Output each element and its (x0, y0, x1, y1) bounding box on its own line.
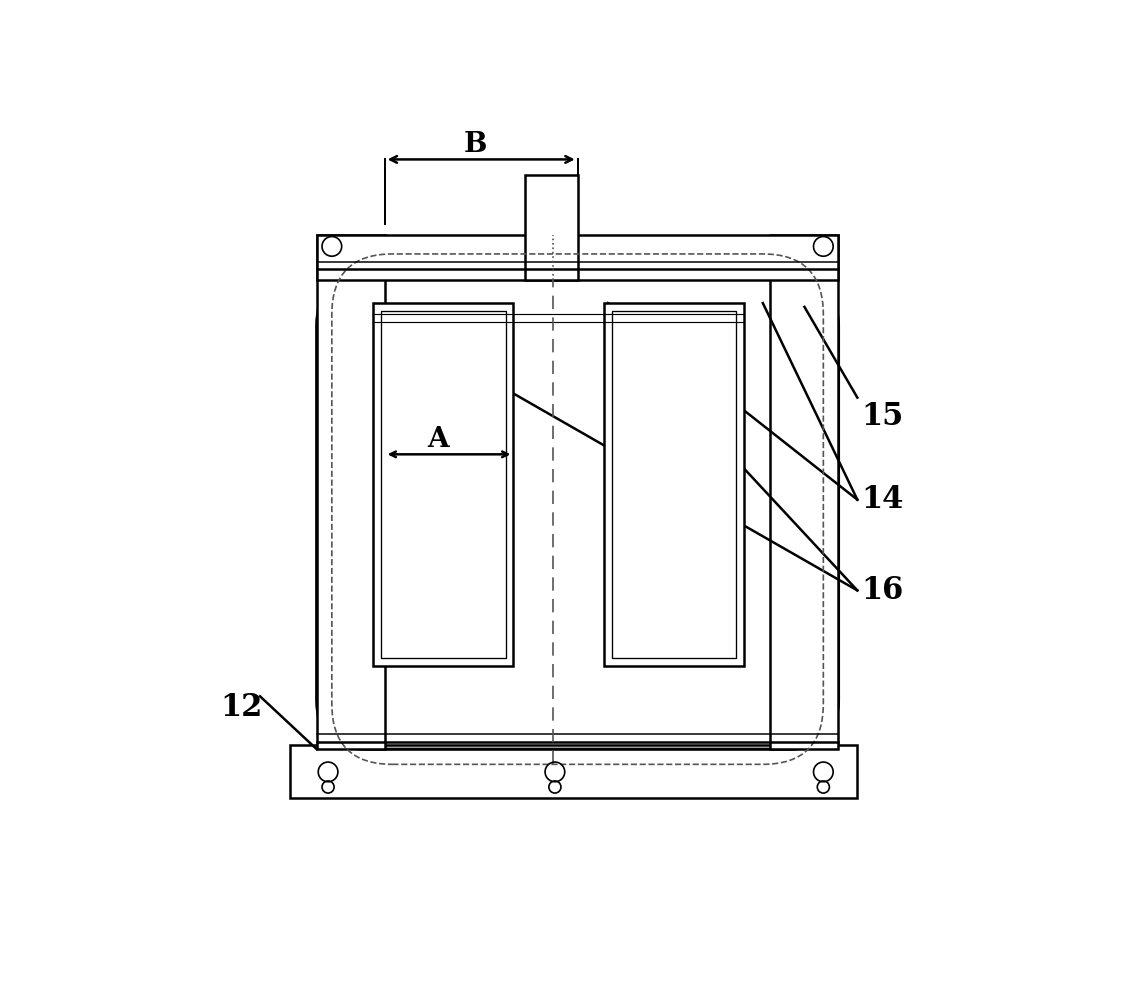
Bar (373, 303, 513, 666)
Text: 16: 16 (861, 574, 904, 606)
Text: 12: 12 (220, 692, 263, 723)
Bar (525, 175, 577, 281)
Bar (317, 235, 384, 749)
Bar (771, 235, 838, 749)
Text: 14: 14 (861, 484, 904, 516)
Bar (612, 310, 736, 659)
Text: 15: 15 (861, 401, 904, 432)
Text: B: B (464, 131, 487, 158)
Bar (604, 303, 744, 666)
Bar (317, 235, 838, 281)
Bar (381, 310, 506, 659)
Bar (291, 745, 858, 798)
Text: A: A (427, 426, 449, 453)
